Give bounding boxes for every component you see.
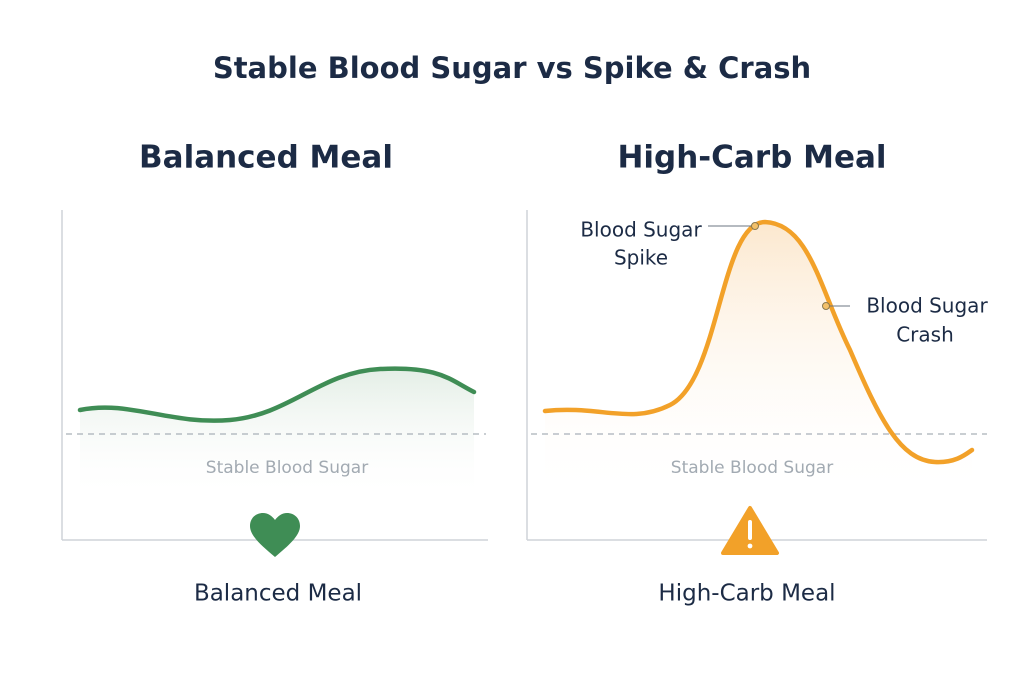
warning-mark [748, 520, 752, 540]
panel-heading: High-Carb Meal [617, 140, 886, 176]
caption: High-Carb Meal [658, 581, 835, 607]
panel-heading: Balanced Meal [139, 140, 393, 176]
baseline-label: Stable Blood Sugar [671, 458, 833, 478]
title: Stable Blood Sugar vs Spike & Crash [213, 51, 811, 85]
curve [77, 366, 477, 423]
annotation: Spike [614, 246, 668, 270]
curve-fill [545, 222, 972, 500]
annotation: Crash [896, 323, 954, 347]
annotation: Blood Sugar [866, 294, 988, 318]
heart-icon [250, 513, 300, 557]
annotation: Blood Sugar [580, 218, 702, 242]
annotation-dot [751, 222, 759, 230]
baseline-label: Stable Blood Sugar [206, 458, 368, 478]
annotation-dot [822, 302, 830, 310]
warning-mark [747, 543, 753, 549]
caption: Balanced Meal [194, 581, 362, 607]
curve [542, 219, 975, 465]
